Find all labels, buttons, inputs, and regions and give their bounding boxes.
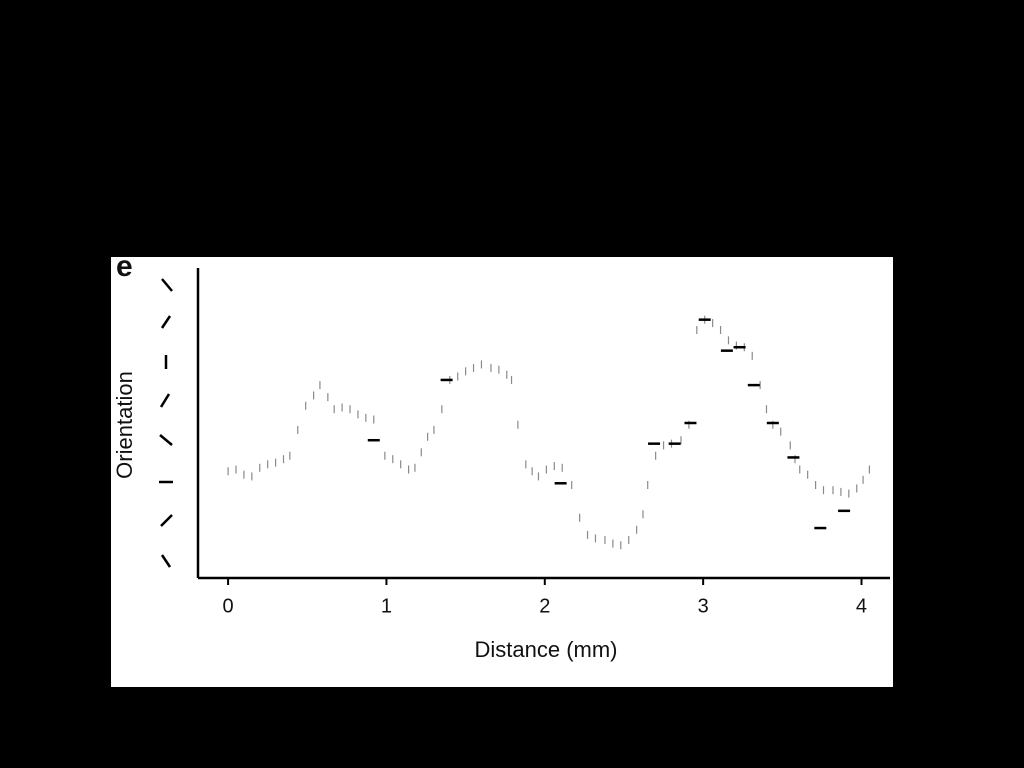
x-tick-label: 0 [223,595,234,617]
orientation-glyph [159,434,173,446]
orientation-glyphs [159,278,173,568]
panel-label: e [116,250,133,283]
x-tick-label: 2 [539,595,550,617]
x-tick-label: 1 [381,595,392,617]
y-axis-label: Orientation [112,371,137,479]
panel-background [111,257,893,687]
x-axis-label: Distance (mm) [474,637,617,662]
orientation-glyph [159,393,171,408]
orientation-glyph [160,554,172,568]
orientation-glyph [161,278,173,292]
orientation-glyph [160,315,172,329]
x-tick-label: 4 [856,595,867,617]
x-tick-label: 3 [698,595,709,617]
orientation-glyph [160,514,173,527]
